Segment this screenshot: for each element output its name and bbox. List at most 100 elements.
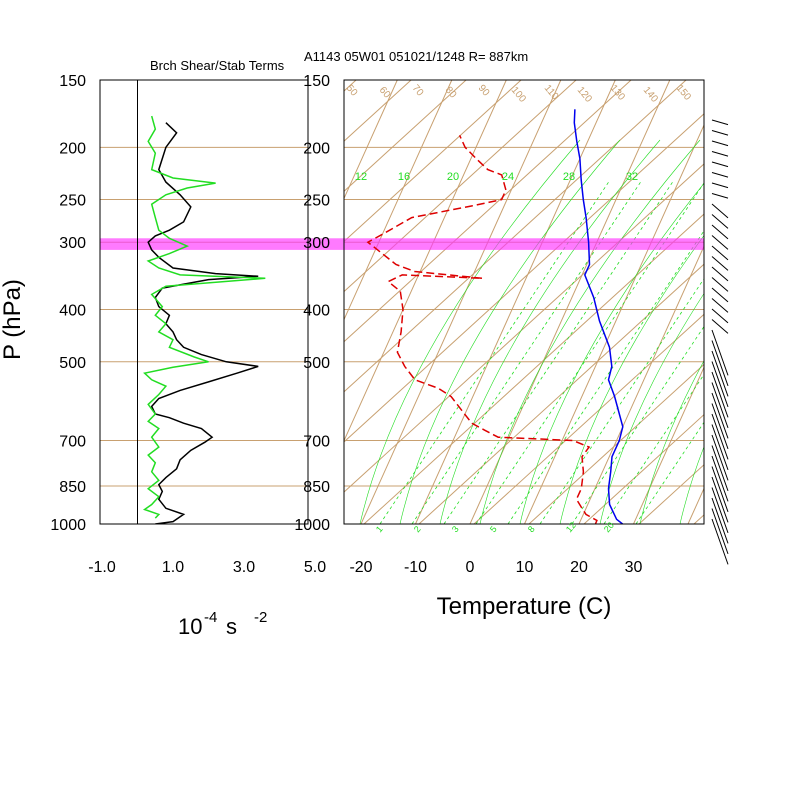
temp-tick-label: -10	[404, 559, 427, 576]
wind-barb	[711, 329, 729, 376]
wind-barb	[711, 140, 729, 147]
isotherm-line	[344, 80, 398, 200]
wind-barb	[711, 319, 729, 334]
unit-mid: s	[226, 614, 237, 639]
theta-label: 120	[575, 85, 594, 105]
wind-barb	[711, 455, 729, 502]
isotherm-line	[344, 80, 507, 442]
unit-exp2: -2	[254, 609, 267, 626]
left-p-tick-label: 250	[59, 193, 86, 210]
wind-barb	[711, 350, 729, 397]
wind-barb	[711, 224, 729, 240]
wind-barb	[711, 287, 729, 303]
wind-barb	[711, 518, 729, 565]
theta-label: 70	[410, 83, 426, 99]
temp-tick-label: -20	[349, 559, 372, 576]
plot-frames	[99, 79, 705, 525]
mixing-ratio-line	[507, 230, 704, 524]
temp-tick-label: 0	[466, 559, 475, 576]
isotherm-line	[360, 80, 562, 524]
isotherm-line	[687, 487, 704, 524]
moist-adiabat-label: 8	[526, 524, 537, 534]
right-p-tick-label: 200	[303, 140, 330, 157]
right-panel-frame	[343, 79, 705, 525]
profile-lines	[142, 109, 624, 524]
left-p-tick-label: 500	[59, 355, 86, 372]
left-x-tick-label: -1.0	[88, 559, 116, 576]
mixing-ratio-line	[379, 179, 611, 524]
left-panel-frame	[99, 79, 309, 525]
mixing-ratio-label: 20	[447, 171, 459, 183]
moist-adiabat-label: 20	[602, 520, 616, 534]
wind-barb	[711, 371, 729, 418]
wind-barb	[711, 172, 729, 178]
wind-barb	[711, 308, 729, 324]
skewt-grid	[0, 50, 800, 524]
wind-barb	[711, 277, 729, 292]
left-p-tick-label: 1000	[50, 517, 86, 534]
dry-adiabat-line	[344, 80, 357, 92]
dry-adiabat-line	[344, 113, 704, 443]
mixing-ratio-label: 16	[398, 171, 410, 183]
dry-adiabat-line	[473, 313, 704, 524]
isotherm-line	[743, 80, 800, 524]
moist-adiabat-label: 5	[488, 524, 499, 534]
isotherm-line	[415, 80, 616, 524]
wind-barbs	[711, 119, 729, 565]
theta-label: 80	[443, 85, 459, 101]
wind-barb	[711, 424, 729, 471]
wind-barb	[711, 403, 729, 450]
moist-adiabat-line	[519, 182, 704, 524]
wind-barb	[711, 214, 729, 229]
shear-unit-label: 10 -4 s -2	[178, 609, 267, 639]
temperature-axis-label: Temperature (C)	[437, 593, 612, 620]
wind-barb	[711, 434, 729, 481]
highlight-band-rect	[100, 238, 704, 250]
isotherm-line	[633, 366, 704, 524]
moist-adiabat-line	[399, 139, 621, 524]
mixing-ratio-label: 28	[563, 171, 575, 183]
left-p-tick-label: 300	[59, 235, 86, 252]
isotherm-line	[469, 80, 671, 524]
theta-label: 90	[476, 83, 492, 99]
moist-adiabat-line	[679, 445, 704, 524]
wind-barb	[711, 203, 729, 219]
temperature-line	[573, 109, 624, 524]
wind-barb	[711, 151, 729, 157]
right-p-tick-label: 500	[303, 355, 330, 372]
left-x-tick-label: 1.0	[162, 559, 184, 576]
mixing-ratio-label: 24	[502, 171, 514, 183]
dry-adiabat-line	[344, 80, 412, 142]
moist-adiabat-line	[599, 293, 704, 524]
dry-adiabat-line	[344, 80, 522, 243]
moist-adiabat-line	[479, 139, 701, 524]
dry-adiabat-line	[528, 363, 704, 524]
left-p-tick-label: 150	[59, 73, 86, 90]
mixing-ratio-line	[635, 421, 704, 524]
dry-adiabat-line	[693, 514, 704, 524]
wind-barb	[711, 298, 729, 313]
wind-barb	[711, 445, 729, 492]
left-x-tick-label: 3.0	[233, 559, 255, 576]
wind-barb	[711, 487, 729, 534]
moist-adiabat-line	[439, 139, 661, 524]
left-x-tick-label: 5.0	[304, 559, 326, 576]
isotherm-line	[524, 123, 704, 524]
dewpoint-line	[366, 134, 598, 524]
left-p-tick-label: 850	[59, 479, 86, 496]
wind-barb	[711, 340, 729, 387]
temp-tick-label: 20	[570, 559, 588, 576]
unit-base: 10	[178, 614, 202, 639]
unit-exp1: -4	[204, 609, 217, 626]
wind-barb	[711, 382, 729, 429]
left-p-tick-label: 700	[59, 434, 86, 451]
main-title: A1143 05W01 051021/1248 R= 887km	[304, 49, 528, 64]
dry-adiabat-line	[344, 80, 467, 192]
dry-adiabat-line	[0, 50, 224, 524]
dry-adiabat-line	[583, 413, 704, 524]
moist-adiabat-label: 2	[412, 524, 423, 534]
mixing-ratio-line	[411, 179, 643, 524]
p-axis-label: P (hPa)	[0, 279, 26, 360]
wind-barb	[711, 193, 729, 199]
